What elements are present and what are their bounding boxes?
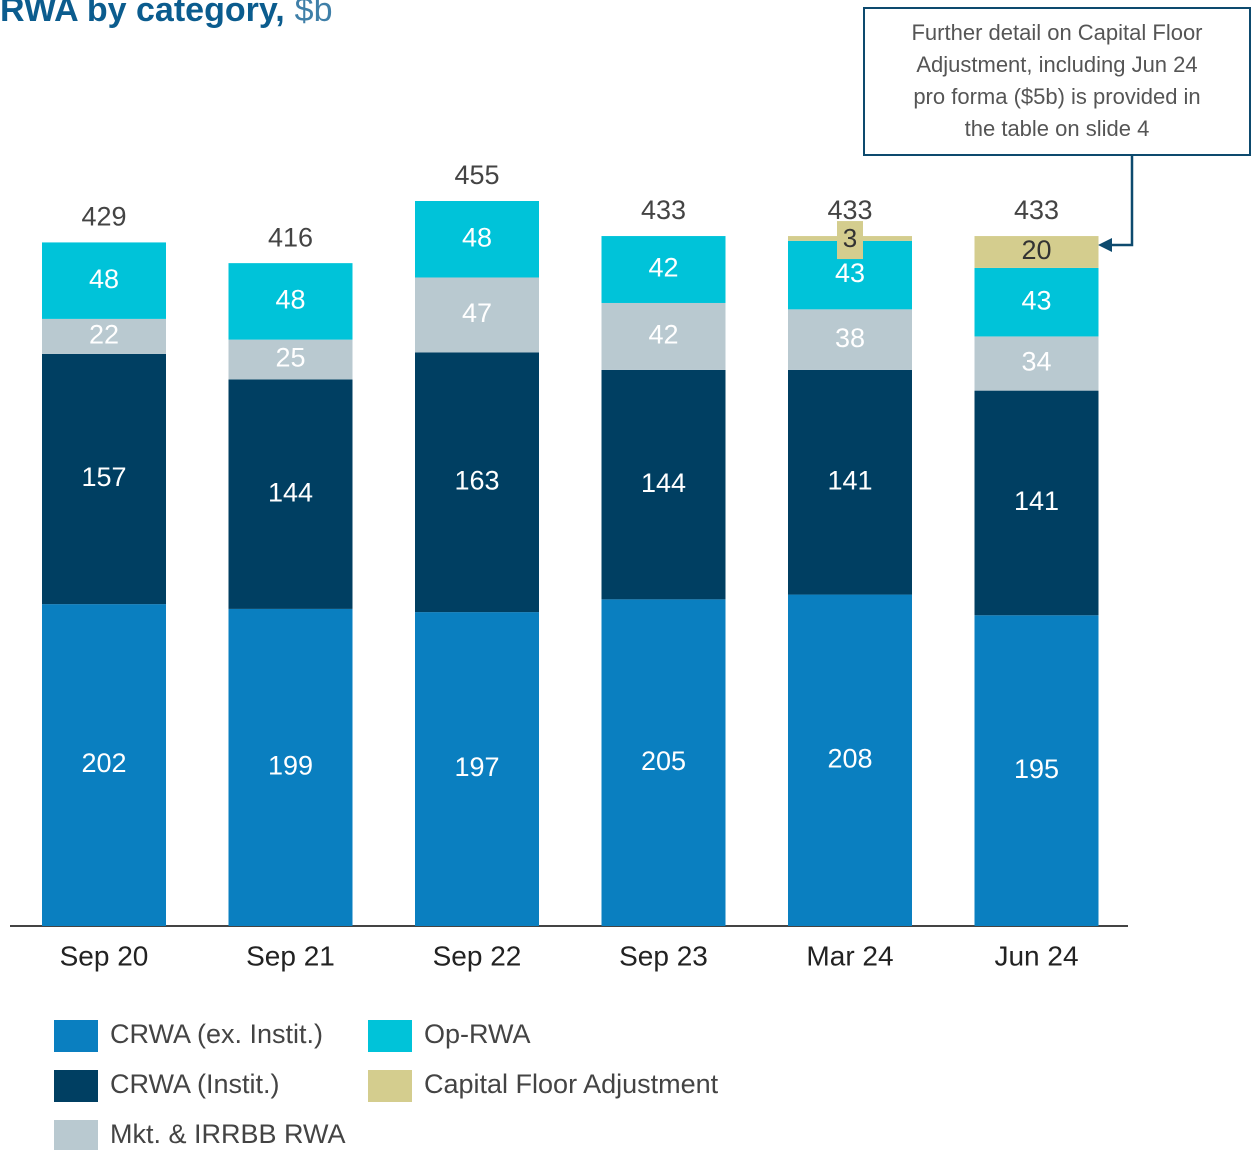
total-label: 433 bbox=[1014, 195, 1059, 225]
annotation-text: Further detail on Capital Floor bbox=[911, 20, 1202, 45]
segment-label: 205 bbox=[641, 746, 686, 776]
annotation-box bbox=[863, 7, 1251, 156]
annotation-text: pro forma ($5b) is provided in bbox=[913, 84, 1200, 109]
segment-label: 20 bbox=[1021, 235, 1051, 265]
bar-segment bbox=[42, 353, 166, 605]
bar-segment bbox=[974, 615, 1099, 926]
annotation-text: the table on slide 4 bbox=[965, 116, 1150, 141]
bar-segment bbox=[228, 608, 353, 926]
total-label: 455 bbox=[454, 160, 499, 190]
legend-swatch bbox=[368, 1020, 412, 1052]
segment-label: 25 bbox=[275, 343, 305, 373]
legend-label: Mkt. & IRRBB RWA bbox=[110, 1119, 346, 1149]
bar-segment bbox=[974, 267, 1099, 337]
bar-segment bbox=[601, 599, 726, 926]
bar-segment bbox=[415, 612, 539, 926]
bar-segment bbox=[228, 379, 353, 609]
segment-label: 43 bbox=[1021, 285, 1051, 315]
bar-segment bbox=[974, 336, 1099, 391]
unit-text: $b bbox=[295, 0, 333, 29]
bar-segment bbox=[42, 242, 166, 319]
bar-segment bbox=[42, 604, 166, 926]
x-tick-label: Sep 23 bbox=[619, 940, 708, 971]
segment-label: 22 bbox=[89, 320, 119, 350]
total-label: 416 bbox=[268, 222, 313, 252]
bar-segment bbox=[415, 277, 539, 353]
segment-label: 48 bbox=[275, 285, 305, 315]
segment-label: 195 bbox=[1014, 754, 1059, 784]
x-tick-label: Sep 20 bbox=[60, 940, 149, 971]
total-label: 433 bbox=[641, 195, 686, 225]
bar-segment bbox=[974, 390, 1099, 616]
bar-segment bbox=[42, 318, 166, 354]
bar-segment bbox=[601, 302, 726, 370]
segment-label: 47 bbox=[462, 298, 492, 328]
legend-label: Capital Floor Adjustment bbox=[424, 1069, 719, 1099]
annotation-text: Adjustment, including Jun 24 bbox=[916, 52, 1197, 77]
arrow-head bbox=[1098, 238, 1112, 252]
segment-label: 42 bbox=[648, 253, 678, 283]
bar-segment bbox=[601, 369, 726, 600]
segment-label: 48 bbox=[462, 222, 492, 252]
segment-label: 157 bbox=[81, 462, 126, 492]
bar-segment bbox=[228, 339, 353, 380]
bar-segment bbox=[788, 594, 912, 926]
segment-label: 141 bbox=[1014, 486, 1059, 516]
segment-label: 199 bbox=[268, 751, 313, 781]
segment-label: 3 bbox=[843, 223, 857, 253]
legend-swatch bbox=[54, 1120, 98, 1150]
segment-label: 144 bbox=[641, 468, 686, 498]
bar-segment bbox=[788, 369, 912, 595]
segment-label: 42 bbox=[648, 320, 678, 350]
title-text: RWA by category, bbox=[0, 0, 285, 29]
chart-title: RWA by category, $b bbox=[0, 0, 333, 29]
legend-label: CRWA (ex. Instit.) bbox=[110, 1019, 323, 1049]
segment-label: 144 bbox=[268, 477, 313, 507]
total-label: 433 bbox=[827, 195, 872, 225]
total-label: 429 bbox=[81, 202, 126, 232]
segment-label: 38 bbox=[835, 323, 865, 353]
x-tick-label: Jun 24 bbox=[994, 940, 1078, 971]
x-tick-label: Mar 24 bbox=[806, 940, 893, 971]
x-tick-label: Sep 22 bbox=[433, 940, 522, 971]
segment-label: 141 bbox=[827, 465, 872, 495]
bar-segment bbox=[788, 309, 912, 370]
segment-label: 208 bbox=[827, 743, 872, 773]
label-box bbox=[837, 221, 863, 260]
legend-swatch bbox=[54, 1070, 98, 1102]
bar-segment bbox=[228, 263, 353, 340]
legend-label: Op-RWA bbox=[424, 1019, 531, 1049]
segment-label: 202 bbox=[81, 748, 126, 778]
annotation-arrow bbox=[1110, 155, 1134, 247]
bar-segment bbox=[415, 352, 539, 613]
segment-label: 48 bbox=[89, 264, 119, 294]
segment-label: 197 bbox=[454, 752, 499, 782]
legend-swatch bbox=[368, 1070, 412, 1102]
segment-label: 34 bbox=[1021, 347, 1051, 377]
bar-segment bbox=[974, 236, 1099, 268]
bar-segment bbox=[415, 201, 539, 278]
bar-segment bbox=[601, 236, 726, 303]
segment-label: 43 bbox=[835, 258, 865, 288]
segment-label: 163 bbox=[454, 465, 499, 495]
legend-swatch bbox=[54, 1020, 98, 1052]
legend-label: CRWA (Instit.) bbox=[110, 1069, 280, 1099]
x-tick-label: Sep 21 bbox=[246, 940, 335, 971]
